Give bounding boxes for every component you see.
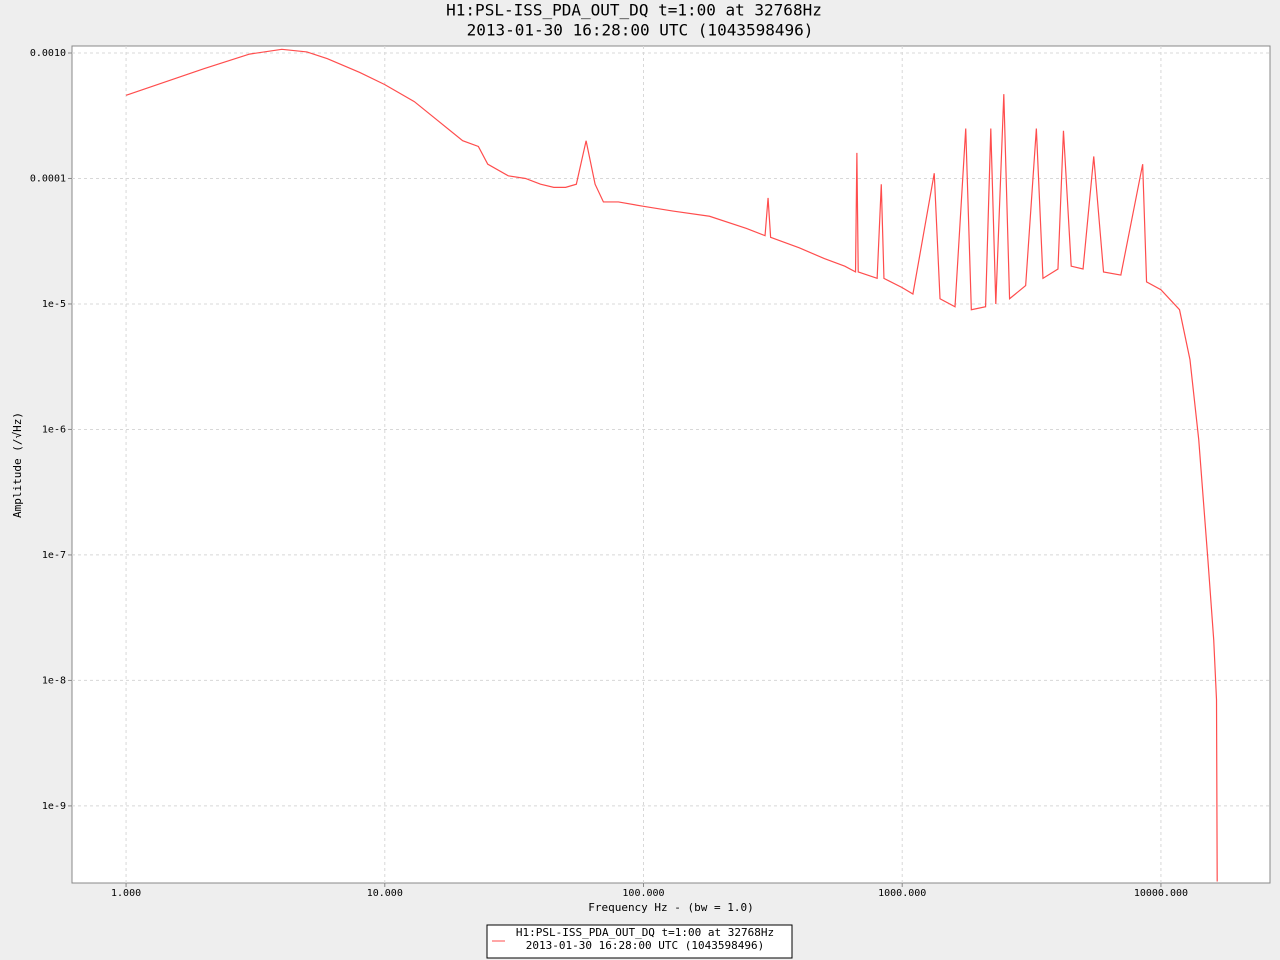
y-tick-label: 1e-5 (42, 299, 66, 310)
x-tick-label: 100.000 (622, 888, 664, 899)
x-tick-label: 10.000 (367, 888, 403, 899)
y-axis-label: Amplitude (/√Hz) (11, 412, 24, 518)
chart-title: H1:PSL-ISS_PDA_OUT_DQ t=1:00 at 32768Hz (446, 1, 822, 20)
data-line (125, 48, 1218, 882)
y-tick-label: 1e-7 (42, 550, 66, 561)
y-tick-label: 0.0001 (30, 173, 66, 184)
x-axis-label: Frequency Hz - (bw = 1.0) (588, 901, 754, 914)
y-tick-label: 0.0010 (30, 48, 66, 59)
x-tick-label: 1.000 (111, 888, 141, 899)
x-tick-label: 10000.000 (1134, 888, 1188, 899)
chart-subtitle: 2013-01-30 16:28:00 UTC (1043598496) (467, 21, 814, 40)
plot-area (71, 45, 1271, 884)
x-tick-label: 1000.000 (878, 888, 926, 899)
legend-label: 2013-01-30 16:28:00 UTC (1043598496) (526, 939, 764, 952)
y-tick-label: 1e-9 (42, 801, 66, 812)
y-tick-label: 1e-6 (42, 424, 66, 435)
y-tick-label: 1e-8 (42, 675, 66, 686)
legend-label: H1:PSL-ISS_PDA_OUT_DQ t=1:00 at 32768Hz (516, 926, 774, 939)
legend (486, 924, 793, 959)
plot (72, 46, 1270, 883)
